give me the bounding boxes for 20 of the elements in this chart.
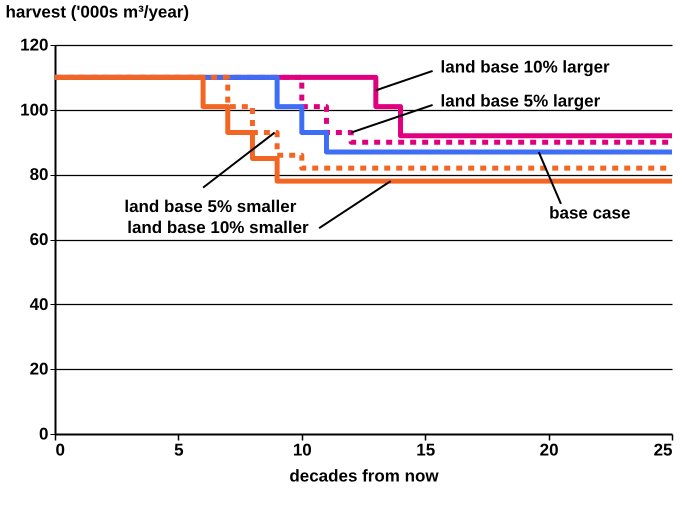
y-tick-label: 20 xyxy=(30,360,48,379)
y-tick-label: 80 xyxy=(30,165,48,184)
y-tick-label: 100 xyxy=(20,100,48,120)
annotation: land base 10% smaller xyxy=(127,218,310,238)
x-tick-label: 5 xyxy=(174,440,184,460)
y-tick-label: 0 xyxy=(39,424,48,444)
y-tick-label: 40 xyxy=(30,294,48,314)
x-axis-title: decades from now xyxy=(289,466,440,486)
annotation: land base 5% smaller xyxy=(124,197,297,216)
x-tick-label: 25 xyxy=(654,440,672,460)
y-axis-title: harvest ('000s m³/year) xyxy=(6,2,190,22)
y-tick-label: 60 xyxy=(30,230,48,249)
annotation: land base 5% larger xyxy=(440,92,601,111)
x-tick-label: 20 xyxy=(540,440,559,460)
annotation: land base 10% larger xyxy=(440,58,610,77)
annotation: base case xyxy=(549,204,630,223)
y-tick-label: 120 xyxy=(20,36,48,54)
x-tick-label: 15 xyxy=(416,440,436,460)
x-tick-label: 0 xyxy=(56,440,65,460)
x-tick-label: 10 xyxy=(292,440,312,460)
